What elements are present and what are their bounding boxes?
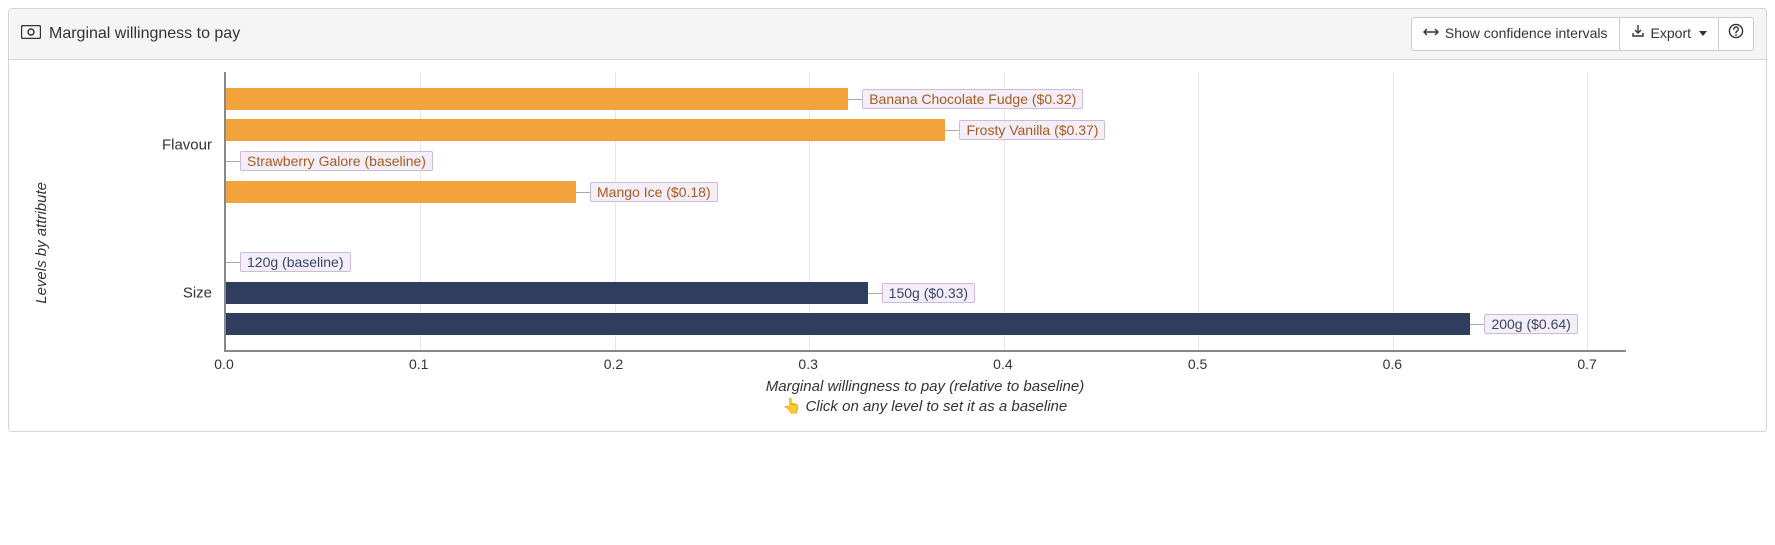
bar[interactable]: [226, 282, 868, 304]
help-button[interactable]: [1718, 17, 1754, 51]
bar[interactable]: [226, 181, 576, 203]
pointer-icon: 👆: [783, 398, 802, 415]
bar-label[interactable]: Frosty Vanilla ($0.37): [959, 120, 1105, 140]
gridline: [1587, 72, 1588, 350]
gridline: [1004, 72, 1005, 350]
bar-connector: [868, 293, 882, 294]
caret-down-icon: [1699, 31, 1707, 36]
panel-body: Levels by attribute Flavour Size Banana C…: [9, 60, 1766, 431]
bar-label[interactable]: 120g (baseline): [240, 252, 351, 272]
bar-connector: [576, 192, 590, 193]
bar-connector: [1470, 324, 1484, 325]
bar[interactable]: [226, 313, 1470, 335]
x-axis-ticks: 0.00.10.20.30.40.50.60.7: [224, 352, 1626, 376]
download-icon: [1631, 24, 1645, 44]
x-tick-label: 0.4: [993, 356, 1012, 372]
x-tick-label: 0.5: [1188, 356, 1207, 372]
bar-label[interactable]: 200g ($0.64): [1484, 314, 1577, 334]
bar-label[interactable]: 150g ($0.33): [882, 283, 975, 303]
bar-label[interactable]: Mango Ice ($0.18): [590, 182, 718, 202]
x-tick-label: 0.1: [409, 356, 428, 372]
bar-connector: [848, 99, 862, 100]
x-tick-label: 0.0: [214, 356, 233, 372]
x-tick-label: 0.7: [1577, 356, 1596, 372]
toolbar: Show confidence intervals Export: [1411, 17, 1754, 51]
x-tick-label: 0.2: [604, 356, 623, 372]
attribute-label: Flavour: [162, 137, 212, 154]
gridline: [420, 72, 421, 350]
x-tick-label: 0.6: [1383, 356, 1402, 372]
show-ci-button[interactable]: Show confidence intervals: [1411, 17, 1620, 51]
y-axis-title: Levels by attribute: [29, 182, 54, 304]
attribute-labels: Flavour Size: [54, 72, 224, 352]
bar-connector: [226, 262, 240, 263]
show-ci-label: Show confidence intervals: [1445, 24, 1608, 44]
gridline: [1198, 72, 1199, 350]
export-button[interactable]: Export: [1619, 17, 1719, 51]
bar-label[interactable]: Banana Chocolate Fudge ($0.32): [862, 89, 1083, 109]
attribute-label: Size: [183, 285, 212, 302]
bar-label[interactable]: Strawberry Galore (baseline): [240, 151, 433, 171]
panel-header: Marginal willingness to pay Show confide…: [9, 9, 1766, 60]
export-label: Export: [1651, 24, 1691, 44]
gridline: [809, 72, 810, 350]
panel-title: Marginal willingness to pay: [49, 25, 240, 43]
gridline: [615, 72, 616, 350]
help-icon: [1728, 23, 1744, 45]
money-icon: [21, 25, 41, 42]
bar[interactable]: [226, 119, 945, 141]
bar-connector: [226, 161, 240, 162]
bar-connector: [945, 130, 959, 131]
chart-plot-area: Banana Chocolate Fudge ($0.32) Frosty Van…: [224, 72, 1626, 352]
baseline-hint: 👆Click on any level to set it as a basel…: [224, 397, 1626, 415]
arrows-horizontal-icon: [1423, 24, 1439, 44]
gridline: [1393, 72, 1394, 350]
bar[interactable]: [226, 88, 848, 110]
x-axis-title: Marginal willingness to pay (relative to…: [224, 378, 1626, 395]
x-tick-label: 0.3: [798, 356, 817, 372]
mwtp-panel: Marginal willingness to pay Show confide…: [8, 8, 1767, 432]
